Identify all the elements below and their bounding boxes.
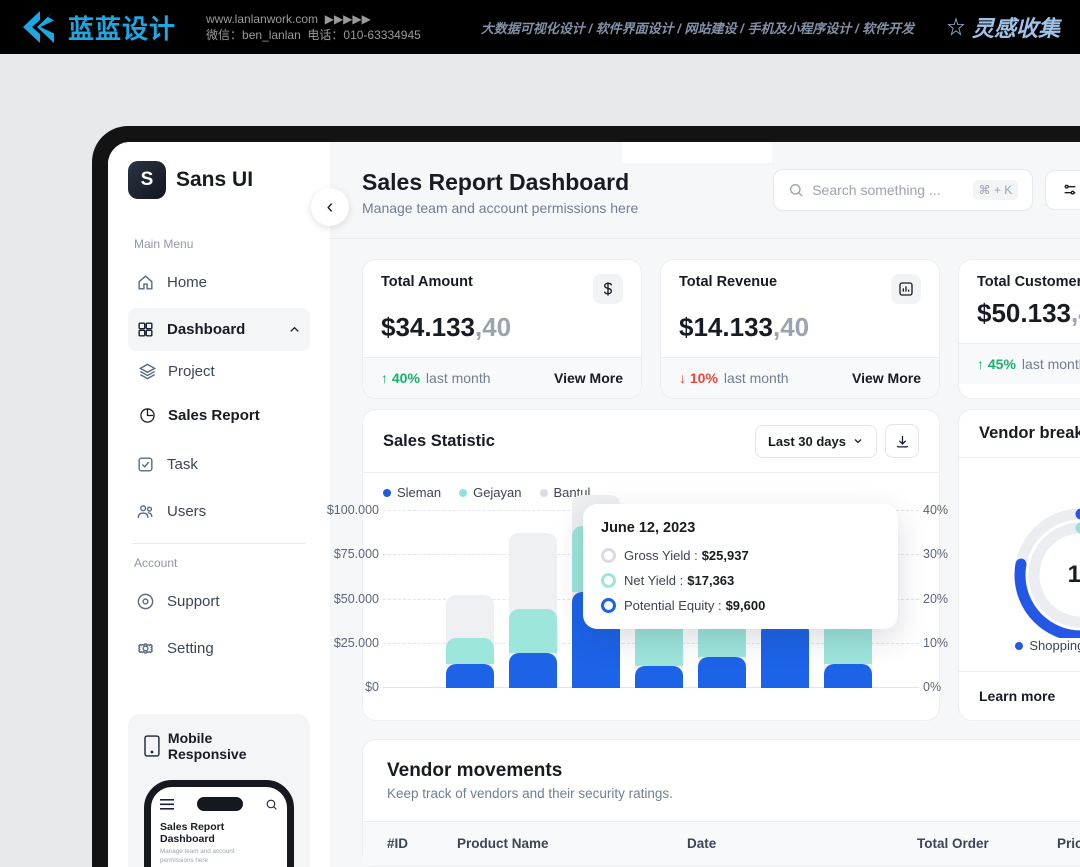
svg-text:10: 10 (1068, 561, 1080, 588)
